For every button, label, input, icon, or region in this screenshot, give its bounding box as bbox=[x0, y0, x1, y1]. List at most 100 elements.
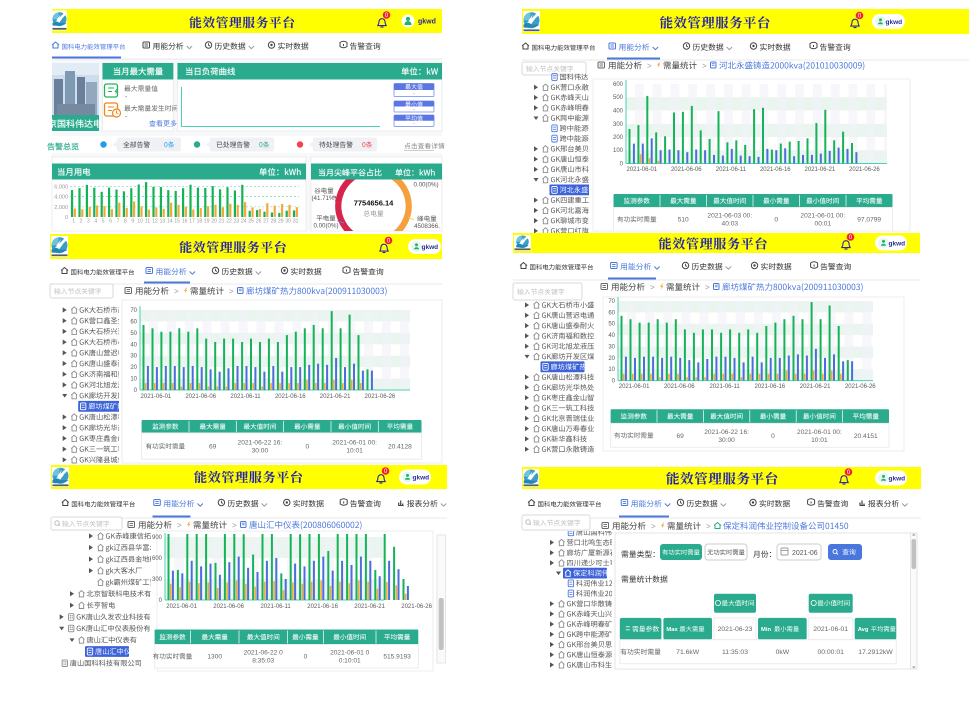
svg-text:3: 3 bbox=[87, 219, 90, 225]
svg-text:>: > bbox=[705, 283, 710, 292]
svg-text:8:35:03: 8:35:03 bbox=[252, 658, 274, 665]
svg-text:21: 21 bbox=[219, 219, 225, 225]
svg-text:40: 40 bbox=[608, 333, 615, 339]
svg-text:2021-06-11: 2021-06-11 bbox=[230, 394, 261, 400]
svg-text:71.6kW: 71.6kW bbox=[676, 649, 700, 656]
svg-text:>: > bbox=[651, 522, 656, 531]
svg-text:0: 0 bbox=[774, 217, 778, 224]
svg-text:>: > bbox=[706, 522, 711, 531]
svg-text:2021-06-01: 2021-06-01 bbox=[626, 167, 657, 173]
svg-text:400: 400 bbox=[613, 109, 624, 115]
svg-text:50: 50 bbox=[130, 331, 137, 337]
svg-text:60: 60 bbox=[608, 310, 615, 316]
svg-text:Min: Min bbox=[761, 627, 771, 633]
svg-text:2021-06-26: 2021-06-26 bbox=[365, 394, 396, 400]
svg-text:0: 0 bbox=[612, 379, 616, 385]
svg-text:2021-06-21: 2021-06-21 bbox=[354, 604, 385, 610]
svg-text:2021-06-01: 2021-06-01 bbox=[166, 604, 197, 610]
svg-text:-: - bbox=[413, 122, 415, 128]
svg-text:gkwd: gkwd bbox=[886, 19, 903, 26]
svg-text:2021-06-11: 2021-06-11 bbox=[709, 384, 740, 390]
svg-text:2,000: 2,000 bbox=[54, 205, 68, 211]
svg-text:69: 69 bbox=[209, 444, 217, 451]
svg-text:7: 7 bbox=[117, 219, 120, 225]
svg-text:Avg: Avg bbox=[858, 627, 869, 633]
svg-text:23: 23 bbox=[234, 219, 240, 225]
svg-text:2021-06-16: 2021-06-16 bbox=[760, 167, 791, 173]
svg-text:300: 300 bbox=[152, 577, 163, 583]
svg-text:27: 27 bbox=[263, 219, 269, 225]
svg-text:4: 4 bbox=[94, 219, 97, 225]
svg-text:13: 13 bbox=[160, 219, 166, 225]
svg-text:20.4151: 20.4151 bbox=[854, 433, 878, 440]
svg-text:2021-06-21: 2021-06-21 bbox=[320, 394, 351, 400]
svg-text:50: 50 bbox=[608, 322, 615, 328]
svg-text:2: 2 bbox=[80, 219, 83, 225]
svg-text:515.9193: 515.9193 bbox=[383, 654, 411, 661]
svg-text:17.2912kW: 17.2912kW bbox=[858, 649, 893, 656]
svg-text:0: 0 bbox=[159, 598, 163, 604]
svg-text:20.4128: 20.4128 bbox=[388, 444, 412, 451]
svg-text:2021-06-11: 2021-06-11 bbox=[716, 167, 747, 173]
svg-text:0.00(0%): 0.00(0%) bbox=[313, 223, 338, 230]
svg-text:2021-06-01 0: 2021-06-01 0 bbox=[330, 650, 370, 657]
svg-text:10: 10 bbox=[130, 377, 137, 383]
svg-text:-: - bbox=[125, 94, 128, 101]
svg-text:2021-06-26: 2021-06-26 bbox=[401, 604, 432, 610]
svg-text:-: - bbox=[413, 92, 415, 98]
svg-text:2021-06-21: 2021-06-21 bbox=[805, 167, 836, 173]
svg-text:0.00(0%): 0.00(0%) bbox=[413, 182, 438, 189]
svg-text:19: 19 bbox=[204, 219, 210, 225]
svg-text:30: 30 bbox=[130, 354, 137, 360]
svg-text:10:01: 10:01 bbox=[346, 448, 363, 455]
svg-text:30: 30 bbox=[608, 345, 615, 351]
svg-text:24: 24 bbox=[241, 219, 247, 225]
svg-text:2021-06-01 00:: 2021-06-01 00: bbox=[800, 213, 845, 220]
svg-text:0: 0 bbox=[304, 654, 308, 661]
svg-text:0kW: 0kW bbox=[776, 649, 790, 656]
svg-text:-: - bbox=[413, 107, 415, 113]
svg-text:0: 0 bbox=[858, 14, 862, 20]
svg-text:2021-06-06: 2021-06-06 bbox=[213, 604, 244, 610]
svg-text:>: > bbox=[650, 283, 655, 292]
svg-text:0: 0 bbox=[134, 388, 138, 394]
svg-text:20: 20 bbox=[130, 365, 137, 371]
svg-text:(41.71%): (41.71%) bbox=[311, 195, 336, 202]
svg-text:60: 60 bbox=[130, 319, 137, 325]
svg-text:0: 0 bbox=[305, 444, 309, 451]
svg-text:0: 0 bbox=[849, 235, 853, 241]
svg-text:69: 69 bbox=[677, 433, 685, 440]
svg-text:15: 15 bbox=[174, 219, 180, 225]
svg-text:500: 500 bbox=[613, 95, 624, 101]
svg-text:31: 31 bbox=[293, 219, 299, 225]
svg-text:2021-06-23: 2021-06-23 bbox=[718, 626, 753, 633]
svg-text:0: 0 bbox=[620, 162, 624, 168]
svg-text:10:01: 10:01 bbox=[811, 437, 828, 444]
svg-text:-: - bbox=[125, 114, 128, 121]
svg-text:6: 6 bbox=[109, 219, 112, 225]
svg-text:gkwd: gkwd bbox=[418, 19, 436, 26]
svg-text:2021-06-06: 2021-06-06 bbox=[671, 167, 702, 173]
svg-text:14: 14 bbox=[167, 219, 173, 225]
svg-text:2021-06: 2021-06 bbox=[792, 550, 818, 557]
svg-text:2021-06-11: 2021-06-11 bbox=[260, 604, 291, 610]
svg-text:25: 25 bbox=[248, 219, 254, 225]
svg-text:30:00: 30:00 bbox=[252, 448, 269, 455]
svg-text:200: 200 bbox=[613, 135, 624, 141]
svg-text:10: 10 bbox=[608, 367, 615, 373]
svg-text:2021-06-22 16:: 2021-06-22 16: bbox=[238, 440, 283, 447]
svg-text:12: 12 bbox=[152, 219, 158, 225]
svg-text:20: 20 bbox=[211, 219, 217, 225]
svg-text:97.0799: 97.0799 bbox=[857, 217, 881, 224]
svg-text:70: 70 bbox=[608, 299, 615, 305]
svg-text:2021-06-06: 2021-06-06 bbox=[185, 394, 216, 400]
svg-text:0: 0 bbox=[384, 469, 388, 475]
svg-text:00:01: 00:01 bbox=[815, 221, 832, 228]
svg-text:18: 18 bbox=[197, 219, 203, 225]
svg-text:2021-06-26: 2021-06-26 bbox=[845, 384, 876, 390]
svg-text:40:03: 40:03 bbox=[722, 221, 739, 228]
svg-text:2021-06-06: 2021-06-06 bbox=[664, 384, 695, 390]
svg-text:1300: 1300 bbox=[207, 654, 222, 661]
svg-text:>: > bbox=[177, 521, 182, 530]
svg-text:1: 1 bbox=[72, 219, 75, 225]
